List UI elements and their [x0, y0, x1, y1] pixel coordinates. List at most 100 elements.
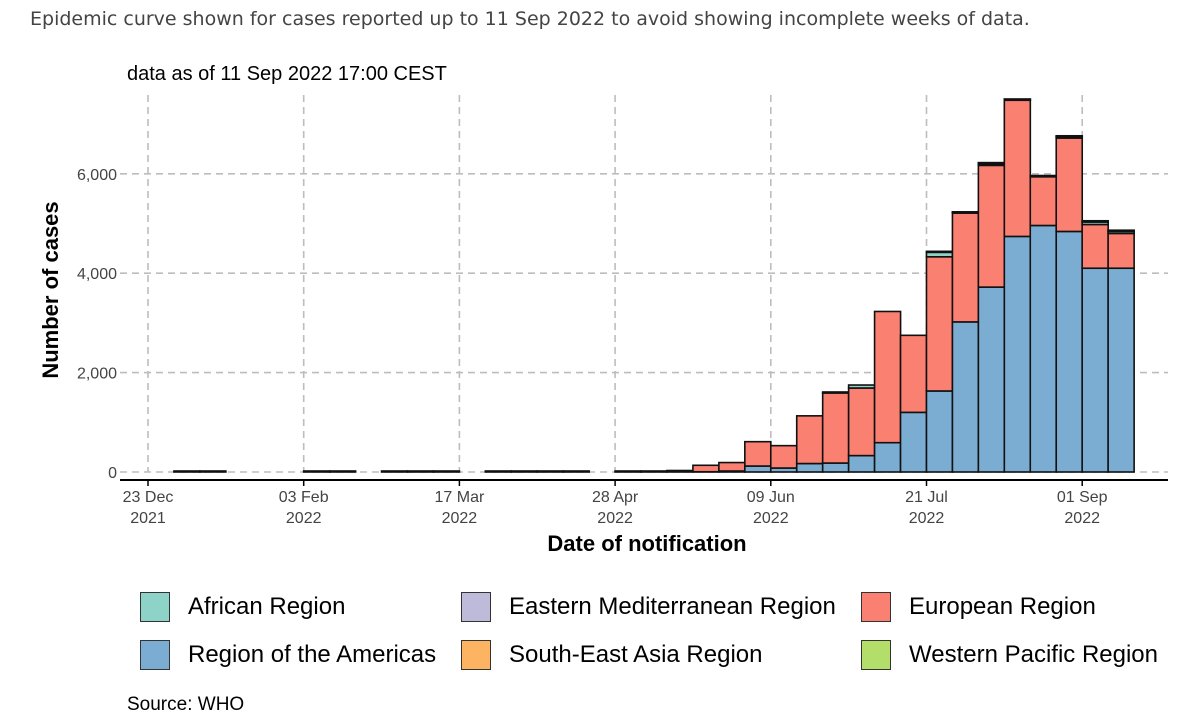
bar-segment: [1003, 235, 1032, 473]
legend-label-european: European Region: [909, 593, 1096, 620]
bar-segment: [821, 462, 850, 473]
legend-label-south-east-asia: South-East Asia Region: [509, 641, 763, 668]
bar-segment: [847, 454, 876, 473]
x-tick-label-year: 2022: [286, 510, 322, 527]
bar-segment: [873, 310, 902, 444]
bar-segment: [614, 470, 642, 473]
bars: [173, 98, 1135, 473]
bar-segment: [744, 465, 772, 473]
legend-item-african: African Region: [140, 590, 345, 624]
bar-segment: [769, 444, 798, 469]
bar-segment: [199, 470, 227, 473]
bar-segment: [821, 391, 850, 394]
bar-segment: [302, 470, 331, 473]
legend-item-south-east-asia: South-East Asia Region: [461, 638, 763, 672]
legend-swatch-african: [140, 592, 170, 622]
bar-segment: [484, 470, 513, 473]
data-as-of-label: data as of 11 Sep 2022 17:00 CEST: [127, 63, 447, 85]
x-tick-label-date: 28 Apr: [592, 489, 639, 506]
bar-segment: [1055, 137, 1084, 233]
x-axis-title: Date of notification: [547, 531, 746, 556]
x-tick-labels: 23 Dec 2021 03 Feb 2022 17 Mar 2022 28 Apr 2022…: [123, 480, 1108, 527]
legend-item-western-pacific: Western Pacific Region: [861, 638, 1158, 672]
x-tick-label-date: 09 Jun: [747, 489, 795, 506]
bar-segment: [1003, 99, 1032, 238]
y-tick-labels: 0 2,000 4,000 6,000: [77, 167, 117, 482]
bar-segment: [795, 415, 824, 465]
bar-segment: [1003, 98, 1032, 101]
bar-segment: [977, 161, 1006, 165]
bar-segment: [795, 462, 824, 473]
legend-label-western-pacific: Western Pacific Region: [909, 641, 1158, 668]
bar-segment: [744, 440, 772, 467]
legend-swatch-americas: [140, 640, 170, 670]
legend-swatch-western-pacific: [861, 640, 891, 670]
x-tick-label-year: 2022: [753, 510, 789, 527]
bar-segment: [1055, 230, 1084, 473]
bar-segment: [899, 334, 928, 414]
bar-segment: [692, 464, 720, 473]
bar-segment: [1107, 232, 1135, 270]
bar-segment: [1107, 267, 1135, 473]
bar-segment: [510, 470, 539, 473]
bar-segment: [951, 211, 980, 214]
bar-segment: [977, 286, 1006, 473]
bar-segment: [847, 384, 876, 389]
legend-item-americas: Region of the Americas: [140, 638, 436, 672]
bar-segment: [328, 470, 357, 473]
x-tick-label-date: 23 Dec: [123, 489, 174, 506]
legend-swatch-south-east-asia: [461, 640, 491, 670]
x-tick-label-year: 2022: [442, 510, 478, 527]
y-tick-label: 2,000: [77, 366, 117, 383]
x-tick-label-year: 2022: [1064, 510, 1100, 527]
bar-segment: [562, 470, 590, 473]
bar-segment: [1055, 134, 1084, 138]
source-note: Source: WHO: [127, 694, 245, 715]
y-axis-title: Number of cases: [38, 201, 63, 378]
x-tick-label-year: 2022: [909, 510, 945, 527]
bar-segment: [380, 470, 409, 473]
bar-segment: [1081, 219, 1109, 223]
bar-segment: [1029, 174, 1058, 178]
bar-segment: [925, 390, 954, 473]
legend-label-african: African Region: [188, 593, 346, 620]
bar-segment: [977, 164, 1006, 288]
bar-segment: [951, 212, 980, 323]
bar-segment: [951, 321, 980, 473]
bar-segment: [1029, 175, 1058, 227]
legend: African Region Eastern Mediterranean Reg…: [140, 590, 1185, 680]
bar-segment: [925, 250, 954, 254]
x-tick-label-date: 03 Feb: [279, 489, 329, 506]
y-tick-label: 4,000: [77, 266, 117, 283]
y-tick-label: 6,000: [77, 167, 117, 184]
bar-segment: [847, 387, 876, 457]
legend-swatch-eastern-mediterranean: [461, 592, 491, 622]
bar-segment: [666, 469, 694, 473]
bar-segment: [406, 470, 435, 473]
bar-segment: [899, 411, 928, 473]
bar-segment: [925, 255, 954, 392]
epidemic-curve-chart: 0 2,000 4,000 6,000 23 Dec 2021 03 Feb 2022 17 …: [38, 95, 1168, 556]
y-tick-label: 0: [108, 465, 117, 482]
legend-swatch-european: [861, 592, 891, 622]
bar-segment: [1081, 267, 1109, 473]
x-tick-label-date: 01 Sep: [1057, 489, 1108, 506]
legend-item-european: European Region: [861, 590, 1096, 624]
legend-label-eastern-mediterranean: Eastern Mediterranean Region: [509, 593, 836, 620]
bar-segment: [1107, 229, 1135, 233]
bar-segment: [1081, 223, 1109, 270]
intro-text: Epidemic curve shown for cases reported …: [30, 8, 1030, 30]
x-tick-label-date: 21 Jul: [905, 489, 948, 506]
legend-label-americas: Region of the Americas: [188, 641, 437, 668]
x-tick-label-year: 2021: [130, 510, 166, 527]
x-tick-label-year: 2022: [597, 510, 633, 527]
bar-segment: [1029, 224, 1058, 473]
legend-item-eastern-mediterranean: Eastern Mediterranean Region: [461, 590, 836, 624]
bar-segment: [432, 470, 461, 473]
bar-segment: [718, 461, 746, 472]
bar-segment: [536, 470, 565, 473]
bar-segment: [640, 470, 668, 473]
bar-segment: [873, 441, 902, 473]
x-tick-label-date: 17 Mar: [435, 489, 485, 506]
bar-segment: [173, 470, 201, 473]
